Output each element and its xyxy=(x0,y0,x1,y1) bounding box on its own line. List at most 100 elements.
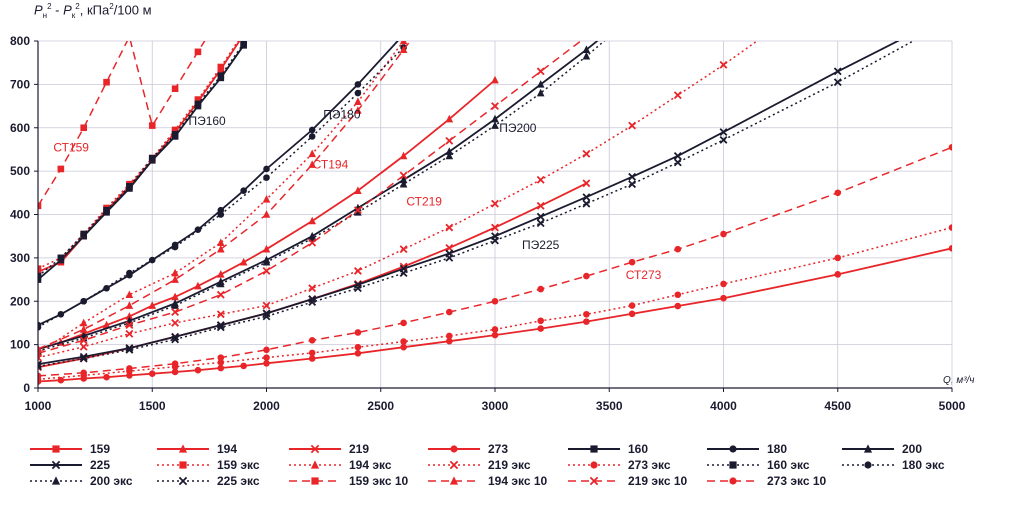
data-point xyxy=(582,179,591,188)
data-point xyxy=(194,48,202,56)
legend-swatch-marker xyxy=(449,460,459,470)
data-point xyxy=(446,337,453,345)
x-tick-label: 2000 xyxy=(253,399,280,413)
series-200 xyxy=(38,9,636,353)
series-line xyxy=(38,41,915,368)
data-point xyxy=(308,133,316,140)
data-point xyxy=(491,223,499,232)
data-point xyxy=(354,186,362,194)
legend-item-219-экс-10: 219 экс 10 xyxy=(568,474,688,488)
data-point xyxy=(399,179,408,188)
legend-swatch-marker xyxy=(589,476,599,486)
y-label-p1: P xyxy=(34,2,43,18)
x-tick-label: 4500 xyxy=(824,399,851,413)
data-point xyxy=(582,199,591,208)
legend-item-273-экс: 273 экс xyxy=(568,458,671,472)
data-point xyxy=(262,195,271,203)
data-point xyxy=(217,238,225,246)
data-point xyxy=(628,9,636,17)
data-point xyxy=(217,270,225,278)
data-point xyxy=(674,245,682,253)
data-point xyxy=(79,325,88,333)
data-point xyxy=(399,245,408,254)
legend-label: 194 экс 10 xyxy=(488,474,548,488)
legend-swatch-marker xyxy=(729,461,737,469)
data-point xyxy=(38,265,42,273)
data-point xyxy=(719,128,728,137)
data-point xyxy=(217,72,225,79)
x-tick-label: 2500 xyxy=(367,399,394,413)
data-point xyxy=(240,41,247,47)
series-line xyxy=(38,41,412,350)
legend-label: 194 xyxy=(217,442,237,456)
data-point xyxy=(491,236,499,245)
data-point xyxy=(216,323,225,332)
data-point xyxy=(353,206,362,215)
data-point xyxy=(537,285,544,293)
series-line xyxy=(38,46,405,328)
data-point xyxy=(354,350,362,357)
data-point xyxy=(674,291,682,299)
data-point xyxy=(171,275,179,283)
data-point xyxy=(38,323,42,331)
legend-label: 194 экс xyxy=(349,458,392,472)
data-point xyxy=(263,346,270,354)
series-line xyxy=(38,41,759,359)
x-axis-label: Q, м³/ч xyxy=(943,375,975,386)
data-point xyxy=(720,280,727,288)
data-point xyxy=(536,80,545,88)
data-point xyxy=(216,321,225,330)
data-point xyxy=(399,151,408,160)
data-point xyxy=(399,171,408,180)
data-point xyxy=(308,160,316,168)
legend-label: 200 xyxy=(902,442,922,456)
legend-swatch-marker xyxy=(52,445,60,453)
data-point xyxy=(583,310,590,318)
legend-label: 159 экс 10 xyxy=(349,474,409,488)
data-point xyxy=(217,63,225,71)
data-point xyxy=(673,152,682,160)
data-point xyxy=(446,332,453,340)
series-219-экс-10 xyxy=(38,41,582,358)
data-point xyxy=(217,279,225,288)
data-point xyxy=(148,154,156,162)
data-point xyxy=(628,121,637,130)
legend-item-273: 273 xyxy=(428,442,508,456)
data-point xyxy=(719,60,728,69)
series-273 xyxy=(38,245,952,385)
annotation-пэ160: ПЭ160 xyxy=(188,114,226,128)
legend-swatch-marker xyxy=(450,445,458,453)
legend: 159 194 219 273 160 180 200 225 159 экс 194 экс 21… xyxy=(30,442,945,488)
data-point xyxy=(194,100,202,108)
legend-item-160: 160 xyxy=(568,442,648,456)
data-point xyxy=(583,318,590,325)
legend-item-159-экс: 159 экс xyxy=(157,458,260,472)
x-tick-label: 3500 xyxy=(596,399,623,413)
data-point xyxy=(148,122,156,129)
data-point xyxy=(171,301,179,309)
data-point xyxy=(720,294,727,302)
data-point xyxy=(536,175,545,184)
series-194-экс xyxy=(38,41,408,357)
data-point xyxy=(194,281,202,290)
data-point xyxy=(171,268,179,277)
y-tick-label: 300 xyxy=(10,251,30,265)
annotation-ст219: СТ219 xyxy=(406,194,442,208)
data-point xyxy=(79,336,88,345)
data-point xyxy=(240,29,247,36)
data-point xyxy=(628,180,637,189)
data-point xyxy=(38,272,42,280)
data-point xyxy=(308,349,316,357)
legend-item-200: 200 xyxy=(842,442,922,456)
annotation-пэ200: ПЭ200 xyxy=(499,121,537,135)
data-point xyxy=(673,158,682,167)
data-point xyxy=(399,175,408,184)
data-point xyxy=(126,269,133,277)
data-point xyxy=(262,312,271,321)
data-point xyxy=(491,297,499,305)
data-point xyxy=(308,355,316,362)
legend-swatch-marker xyxy=(310,460,320,469)
data-point xyxy=(308,126,316,134)
y-label-mid: - xyxy=(51,2,64,18)
